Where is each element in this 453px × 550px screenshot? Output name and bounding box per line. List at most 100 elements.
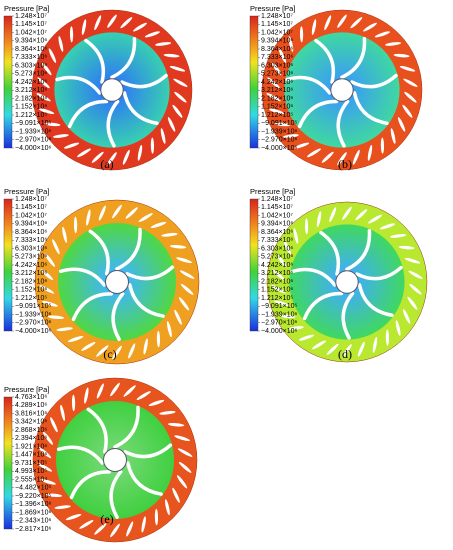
diffuser-vane xyxy=(268,108,285,115)
diffuser-vane xyxy=(154,508,159,526)
diffuser-vane xyxy=(112,345,122,360)
impeller-blade xyxy=(84,38,106,84)
diffuser-vane xyxy=(385,42,402,46)
legend-title: Pressure [Pa] xyxy=(4,4,49,13)
legend-label: −2.970×10⁶ xyxy=(15,137,51,144)
impeller-blade xyxy=(123,443,173,459)
diffuser-vane xyxy=(128,343,136,359)
legend-label: 9.394×10⁶ xyxy=(15,221,47,228)
impeller-blade xyxy=(67,99,109,129)
diffuser-vane xyxy=(136,391,151,401)
pressure-contour xyxy=(261,9,423,171)
diffuser-vane xyxy=(137,144,143,161)
diffuser-vane xyxy=(110,382,120,397)
panel-label: (a) xyxy=(100,157,113,171)
hub xyxy=(330,78,354,102)
impeller-blade xyxy=(110,37,137,79)
legend-label: 1.921×10⁶ xyxy=(15,443,47,450)
legend-label: 1.248×10⁷ xyxy=(15,13,47,20)
legend-label: 2.868×10⁶ xyxy=(15,427,47,434)
diffuser-vane xyxy=(385,329,390,346)
diffuser-vane xyxy=(38,108,55,115)
legend-label: −9.091×10⁵ xyxy=(261,303,297,310)
diffuser-vane xyxy=(81,341,96,351)
legend-label: 4.242×10⁶ xyxy=(15,262,47,269)
diffuser-vane xyxy=(367,144,373,161)
diffuser-vane xyxy=(161,232,178,237)
legend-label: 3.212×10⁶ xyxy=(261,270,293,277)
panel-label: (d) xyxy=(338,347,352,361)
diffuser-vane xyxy=(60,404,66,421)
diffuser-vane xyxy=(50,417,58,433)
legend-label: 1.042×10⁷ xyxy=(261,29,293,36)
diffuser-vane xyxy=(98,205,106,221)
diffuser-vane xyxy=(69,26,74,43)
impeller-blade xyxy=(314,38,336,84)
diffuser-vane xyxy=(311,19,317,36)
legend-label: −9.091×10⁵ xyxy=(15,303,51,310)
diffuser-vane xyxy=(178,297,190,311)
legend-label: 1.212×10⁵ xyxy=(15,295,47,302)
diffuser-vane xyxy=(174,309,182,325)
diffuser-vane xyxy=(312,340,326,350)
diffuser-vane xyxy=(402,309,411,324)
diffuser-vane xyxy=(44,253,56,267)
legend-label: 5.273×10⁶ xyxy=(261,71,293,78)
impeller-blade xyxy=(357,283,394,317)
impeller-blade xyxy=(111,292,125,341)
diffuser-vane xyxy=(266,93,281,102)
impeller-blade xyxy=(302,291,344,321)
diffuser-vane xyxy=(169,65,186,72)
legend-label: 3.816×10⁶ xyxy=(15,410,47,417)
legend-title: Pressure [Pa] xyxy=(250,4,295,13)
diffuser-vane xyxy=(267,77,280,89)
legend-label: 8.364×10⁶ xyxy=(261,46,293,53)
diffuser-vane xyxy=(125,207,138,219)
legend-label: 4.993×10⁵ xyxy=(15,468,47,475)
diffuser-vane xyxy=(180,283,194,295)
diffuser-vane xyxy=(94,523,107,535)
diffuser-vane xyxy=(62,226,68,243)
legend-label: 5.273×10⁶ xyxy=(15,254,47,261)
diffuser-vane xyxy=(374,31,391,38)
legend-label: 1.152×10⁶ xyxy=(15,104,47,111)
impeller-blade xyxy=(55,75,102,95)
diffuser-vane xyxy=(282,134,299,138)
hub xyxy=(103,448,127,472)
impeller-blade xyxy=(350,73,398,89)
diffuser-vane xyxy=(278,48,287,63)
panel-label: (e) xyxy=(100,512,113,526)
legend-label: −9.091×10⁵ xyxy=(261,120,297,127)
legend-label: −4.000×10⁶ xyxy=(261,328,297,335)
diffuser-vane xyxy=(399,65,416,72)
diffuser-vane xyxy=(67,335,84,343)
impeller-blade xyxy=(115,227,142,271)
diffuser-vane xyxy=(150,137,155,154)
legend-label: 3.342×10⁶ xyxy=(15,419,47,426)
impeller-blade xyxy=(340,37,367,79)
legend-label: 1.212×10⁵ xyxy=(261,295,293,302)
diffuser-vane xyxy=(408,270,423,279)
diffuser-vane xyxy=(363,22,377,32)
diffuser-vane xyxy=(133,22,147,32)
legend-label: −1.869×10⁶ xyxy=(15,509,51,516)
legend-label: −4.000×10⁶ xyxy=(15,328,51,335)
legend-label: 1.447×10⁶ xyxy=(15,452,47,459)
impeller-blade xyxy=(109,470,123,519)
colorbar xyxy=(3,396,13,530)
diffuser-vane xyxy=(409,283,422,295)
legend-label: 1.152×10⁶ xyxy=(261,287,293,294)
diffuser-vane xyxy=(63,142,80,149)
diffuser-vane xyxy=(274,122,291,127)
diffuser-vane xyxy=(176,475,188,489)
legend-label: 6.303×10⁶ xyxy=(261,62,293,69)
diffuser-vane xyxy=(342,344,352,358)
legend-label: 2.182×10⁶ xyxy=(261,278,293,285)
legend-label: 1.212×10⁵ xyxy=(15,112,47,119)
panel-label: (b) xyxy=(338,157,352,171)
diffuser-vane xyxy=(390,234,407,238)
diffuser-vane xyxy=(81,19,87,36)
diffuser-vane xyxy=(96,345,109,357)
legend-label: −2.343×10⁶ xyxy=(15,518,51,525)
panel: Pressure [Pa]1.248×10⁷1.145×10⁷1.042×10⁷… xyxy=(3,4,193,171)
